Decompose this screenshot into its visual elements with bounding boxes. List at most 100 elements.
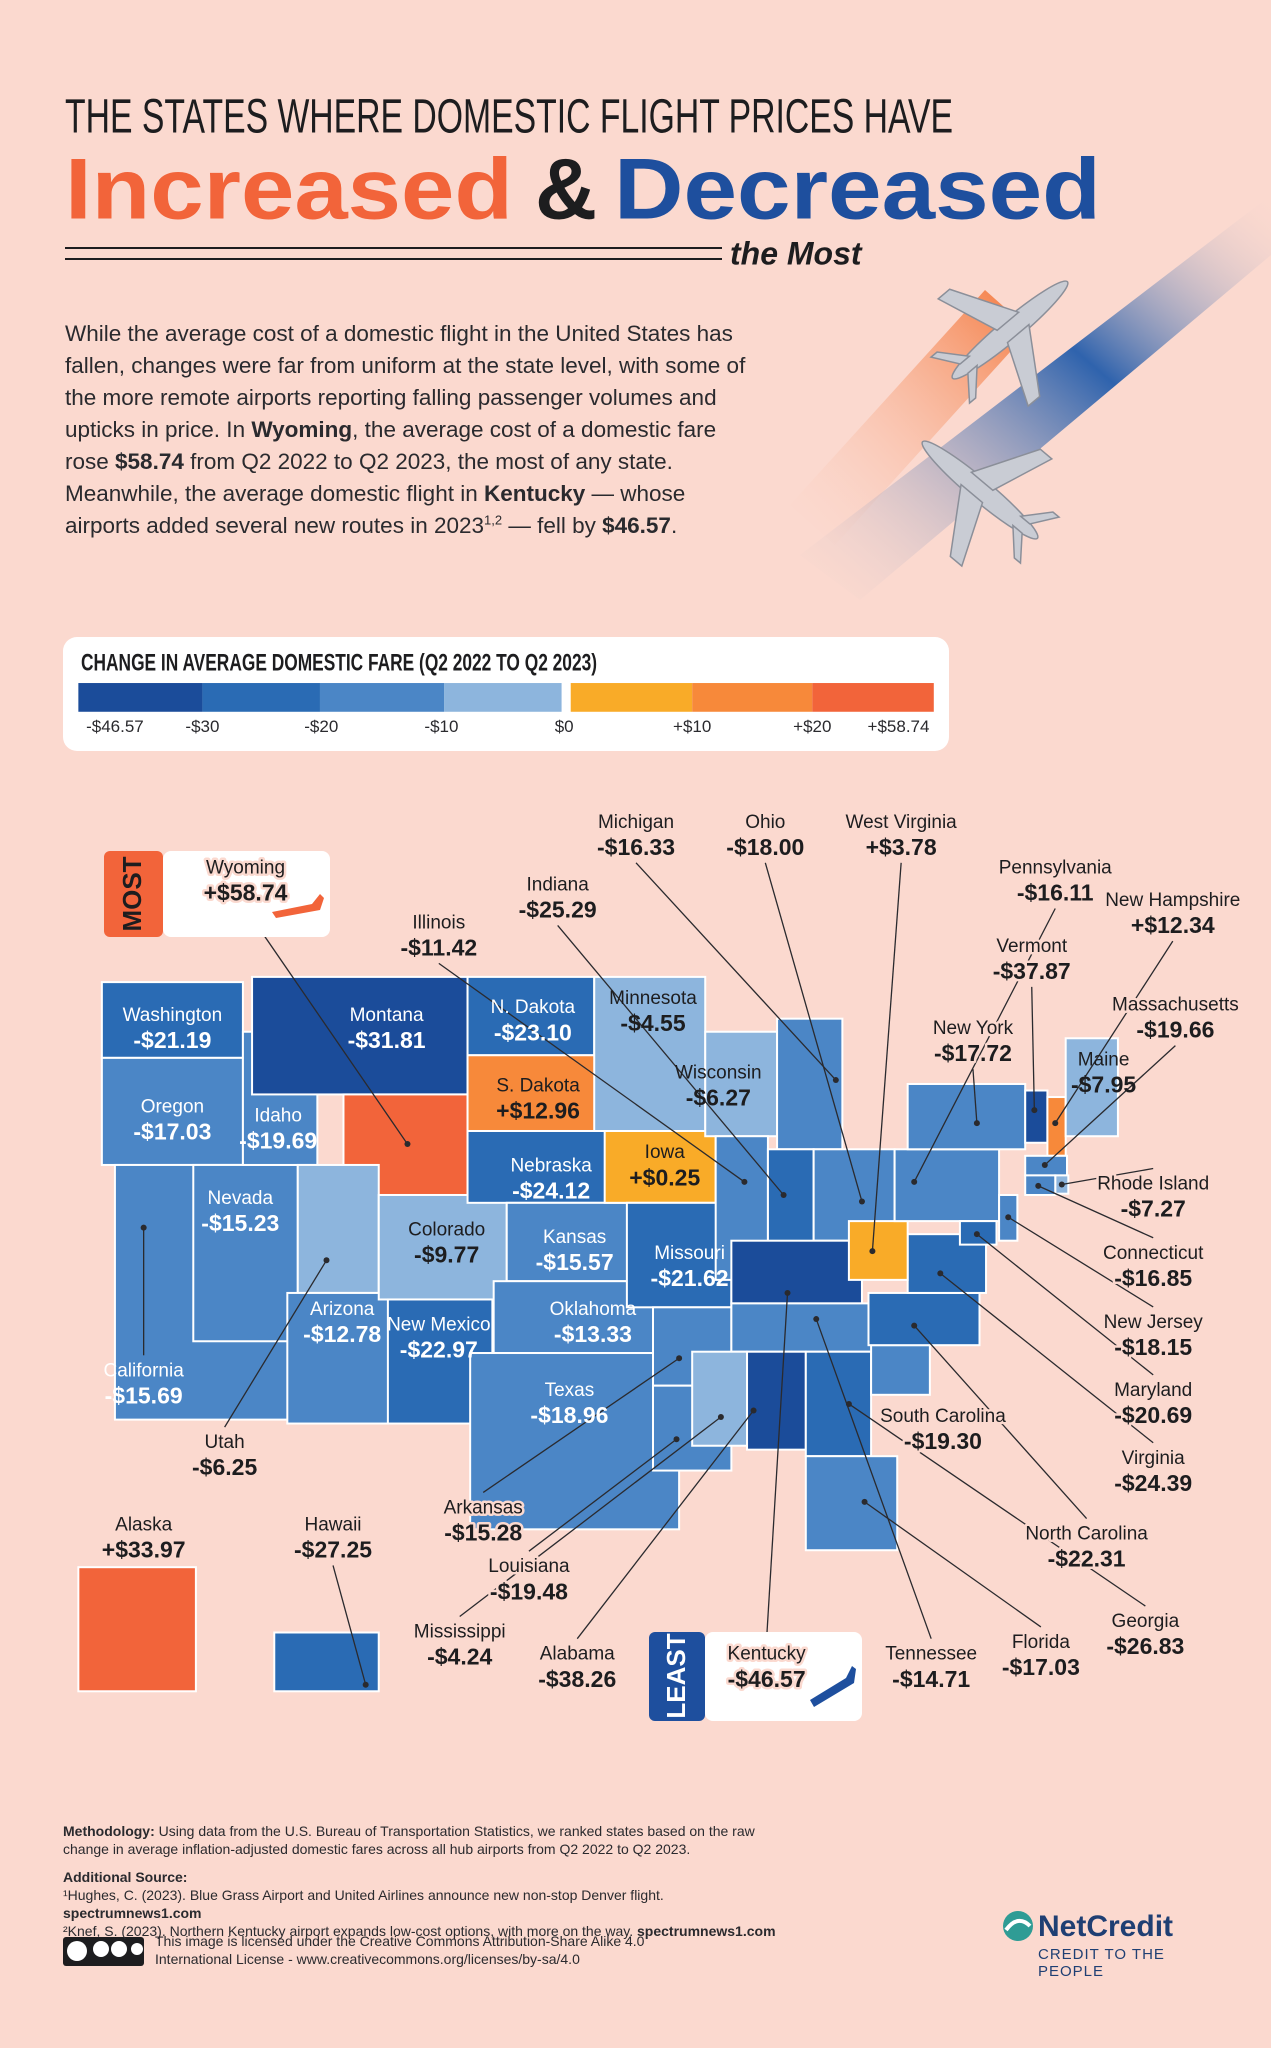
state-change: -$37.87 [993, 958, 1071, 984]
state-change: -$24.39 [1114, 1470, 1192, 1496]
leader-line [913, 1325, 1088, 1519]
legend-scale: -$46.57 -$30 -$20 -$10 $0 +$10 +$20 +$58.74 [78, 683, 934, 736]
leader-line [764, 862, 863, 1202]
map [77, 975, 1119, 1693]
state-name: Nebraska [510, 1155, 592, 1176]
state-name: Florida [1012, 1632, 1071, 1653]
state-shape [192, 1163, 299, 1343]
state-shape [377, 1193, 508, 1301]
text-run: Methodology: [63, 1823, 155, 1839]
state-change: -$25.29 [519, 897, 597, 923]
state-change: -$13.33 [554, 1321, 632, 1347]
leader-dot [404, 1141, 411, 1148]
state-name: West Virginia [846, 812, 958, 833]
state-name: Montana [350, 1005, 424, 1026]
text-run: Kentucky [483, 481, 586, 506]
leader-dot [741, 1178, 748, 1185]
state-name: South Carolina [880, 1406, 1006, 1427]
state-shape [704, 1030, 779, 1138]
leader-dot [861, 1498, 868, 1505]
text-run: , the average cost of a domestic fare ro… [65, 417, 717, 474]
state-change: -$18.00 [726, 834, 804, 860]
leader-dot [911, 1322, 918, 1329]
state-change: -$15.69 [105, 1382, 183, 1408]
text-run: Using data from the U.S. Bureau of Trans… [63, 1823, 755, 1857]
leader-line [1061, 1167, 1154, 1186]
most-callout: MOST [104, 851, 330, 937]
state-name: Wyoming [206, 858, 285, 879]
leader-dot [1041, 1161, 1048, 1168]
state-name: Michigan [598, 812, 674, 833]
source-line: ¹Hughes, C. (2023). Blue Grass Airport a… [63, 1886, 803, 1922]
leader-line [635, 862, 837, 1081]
state-name: Idaho [254, 1106, 302, 1127]
state-shape [730, 1302, 877, 1353]
state-shape [893, 1148, 1001, 1223]
state-name: Ohio [745, 812, 785, 833]
sources: ¹Hughes, C. (2023). Blue Grass Airport a… [63, 1886, 803, 1940]
state-name: Utah [205, 1432, 245, 1453]
state-name: Maryland [1114, 1380, 1192, 1401]
legend-swatch [78, 683, 203, 712]
state-name: New Mexico [387, 1315, 490, 1336]
leader-dot [323, 1257, 330, 1264]
leader-line [871, 862, 902, 1252]
state-change: -$18.96 [530, 1402, 608, 1428]
state-change: -$14.71 [892, 1666, 970, 1692]
state-change: +$3.78 [866, 834, 937, 860]
state-change: -$24.12 [512, 1177, 590, 1203]
state-shape [906, 1082, 1027, 1151]
state-shape [870, 1344, 931, 1396]
state-change: -$19.48 [490, 1578, 568, 1604]
text-run: . [670, 513, 678, 538]
state-name: Maine [1078, 1049, 1130, 1070]
state-change: -$21.19 [133, 1027, 211, 1053]
methodology: Methodology: Using data from the U.S. Bu… [63, 1822, 803, 1858]
leader-line [557, 925, 785, 1196]
leader-line [1054, 940, 1174, 1124]
leader-dot [832, 1077, 839, 1084]
leader-line [815, 1318, 932, 1639]
state-change: -$11.42 [400, 934, 477, 960]
leader-line [939, 1272, 1154, 1444]
brand-tagline: CREDIT TO THE PEOPLE [1038, 1946, 1165, 1980]
leader-dot [676, 1355, 683, 1362]
header-line: THE STATES WHERE DOMESTIC FLIGHT PRICES … [65, 91, 953, 144]
state-name: N. Dakota [491, 997, 576, 1018]
leader-dot [780, 1191, 787, 1198]
legend-title: CHANGE IN AVERAGE DOMESTIC FARE (Q2 2022… [81, 649, 597, 676]
state-shape [286, 1291, 393, 1425]
state-change: -$27.25 [294, 1536, 372, 1562]
leader-dot [1031, 1107, 1038, 1114]
text-run: — whose airports added several new route… [65, 481, 686, 538]
legend-swatch [812, 683, 934, 712]
state-change: +$58.74 [204, 880, 288, 906]
state-change: -$7.95 [1071, 1072, 1136, 1098]
state-name: Colorado [408, 1219, 485, 1240]
state-name: Mississippi [414, 1622, 506, 1643]
state-shape [1046, 1096, 1067, 1157]
state-change: +$12.34 [1131, 912, 1215, 938]
text-run: spectrumnews1.com [63, 1905, 202, 1921]
leader-dot [784, 1289, 791, 1296]
leader-line [224, 1259, 328, 1428]
state-name: New Hampshire [1105, 890, 1240, 911]
text-run: Wyoming [251, 417, 353, 442]
state-name: Illinois [412, 912, 465, 933]
state-change: -$26.83 [1106, 1633, 1184, 1659]
state-change: -$16.85 [1114, 1265, 1192, 1291]
state-name: New Jersey [1104, 1312, 1204, 1333]
state-name: Kansas [543, 1227, 606, 1248]
state-name: New York [933, 1018, 1014, 1039]
least-label: LEAST [661, 1633, 691, 1718]
state-change: -$19.69 [239, 1128, 317, 1154]
state-change: -$6.27 [686, 1085, 751, 1111]
state-name: Missouri [654, 1243, 725, 1264]
state-change: -$17.03 [133, 1119, 211, 1145]
text-run: $58.74 [115, 449, 184, 474]
state-name: Connecticut [1103, 1243, 1204, 1264]
leader-line [913, 908, 1056, 1183]
state-name: Iowa [645, 1142, 686, 1163]
text-run: ¹Hughes, C. (2023). Blue Grass Airport a… [63, 1887, 664, 1903]
text-run: from Q2 2022 to Q2 2023, the most of any… [65, 449, 673, 506]
